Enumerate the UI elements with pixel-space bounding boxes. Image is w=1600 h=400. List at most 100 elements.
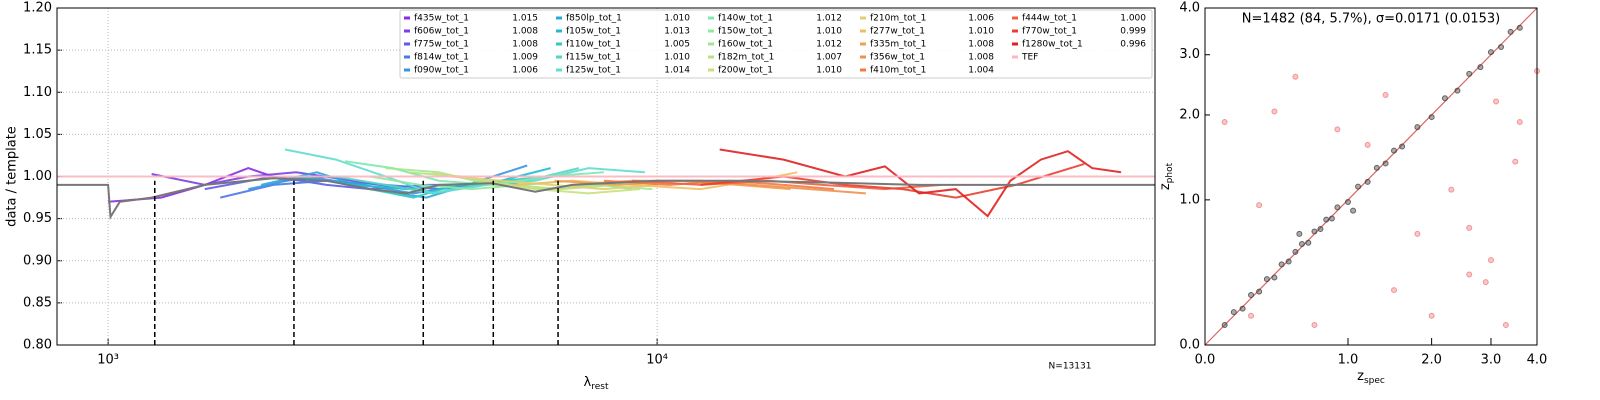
legend-label: f435w_tot_1 — [414, 14, 469, 24]
point — [1311, 322, 1318, 329]
point — [1221, 322, 1228, 329]
legend-value: 1.007 — [816, 53, 842, 63]
y-tick-label: 2.0 — [1179, 107, 1200, 122]
x-tick-label: 0.0 — [1195, 353, 1216, 368]
point — [1256, 288, 1263, 295]
point — [1414, 124, 1421, 131]
legend-value: 0.996 — [1120, 40, 1146, 50]
xlabel-sub: spec — [1364, 376, 1385, 386]
legend-value: 1.012 — [816, 14, 842, 24]
point — [1482, 279, 1489, 286]
legend-label: f150w_tot_1 — [718, 27, 773, 37]
y-tick-label: 0.80 — [23, 338, 52, 353]
point — [1350, 207, 1357, 214]
series-line — [284, 148, 645, 195]
legend-value: 1.006 — [512, 66, 538, 76]
x-tick-label: 4.0 — [1527, 353, 1548, 368]
xlabel-text: zspec — [1357, 369, 1385, 386]
point — [1221, 119, 1228, 126]
point — [1391, 147, 1398, 154]
legend-label: f210m_tot_1 — [870, 14, 926, 24]
y-tick-label: 4.0 — [1179, 1, 1200, 16]
legend-label: f410m_tot_1 — [870, 66, 926, 76]
legend-label: f105w_tot_1 — [566, 27, 621, 37]
point — [1441, 95, 1448, 102]
legend-value: 1.008 — [968, 40, 994, 50]
point — [1414, 230, 1421, 237]
legend-label: f090w_tot_1 — [414, 66, 469, 76]
point — [1466, 271, 1473, 278]
ylabel-text: zphot — [1158, 162, 1175, 190]
point — [1271, 274, 1278, 281]
legend-label: f606w_tot_1 — [414, 27, 469, 37]
frame — [1204, 7, 1538, 346]
point — [1344, 198, 1351, 205]
point — [1334, 126, 1341, 133]
y-tick-label: 1.05 — [23, 127, 52, 142]
point — [1428, 312, 1435, 319]
x-tick-label: 10⁴ — [646, 353, 668, 368]
legend-value: 1.005 — [664, 40, 690, 50]
xlabel: z — [1357, 369, 1364, 384]
point — [1355, 183, 1362, 190]
y-tick-label: 0.90 — [23, 253, 52, 268]
point — [1323, 216, 1330, 223]
legend-value: 1.010 — [664, 14, 690, 24]
y-axis-label: data / template — [5, 126, 20, 227]
point — [1230, 309, 1237, 316]
y-tick-label: 1.20 — [23, 1, 52, 16]
x-tick-label: 3.0 — [1481, 353, 1502, 368]
point — [1296, 230, 1303, 237]
point — [1248, 291, 1255, 298]
point — [1448, 186, 1455, 193]
point — [1263, 276, 1270, 283]
x-tick-label: 2.0 — [1421, 353, 1442, 368]
y-tick-label: 1.15 — [23, 43, 52, 58]
legend-value: 1.009 — [512, 53, 538, 63]
point — [1334, 204, 1341, 211]
point — [1328, 215, 1335, 222]
point — [1298, 240, 1305, 247]
point — [1271, 108, 1278, 115]
point — [1466, 70, 1473, 77]
point — [1364, 141, 1371, 148]
point — [1512, 158, 1519, 165]
legend-label: f850lp_tot_1 — [566, 14, 622, 24]
legend-label: f775w_tot_1 — [414, 40, 469, 50]
point — [1399, 143, 1406, 150]
legend-value: 1.013 — [664, 27, 690, 37]
legend: f435w_tot_1 1.015 f606w_tot_1 1.008 f775w_to… — [399, 9, 1153, 79]
legend-label: f1280w_tot_1 — [1022, 40, 1083, 50]
point — [1305, 239, 1312, 246]
point — [1278, 261, 1285, 268]
point — [1391, 287, 1398, 294]
ylabel-sub: phot — [1165, 162, 1175, 183]
point — [1498, 44, 1505, 51]
point — [1382, 92, 1389, 99]
legend-label: f115w_tot_1 — [566, 53, 621, 63]
point — [1292, 73, 1299, 80]
legend-label: f200w_tot_1 — [718, 66, 773, 76]
legend-value: 1.008 — [968, 53, 994, 63]
point — [1248, 312, 1255, 319]
y-tick-label: 0.95 — [23, 211, 52, 226]
legend-value: 0.999 — [1120, 27, 1146, 37]
point — [1516, 119, 1523, 126]
legend-value: 1.008 — [512, 27, 538, 37]
legend-value: 1.015 — [512, 14, 538, 24]
legend-box — [399, 9, 1153, 79]
point — [1507, 28, 1514, 35]
xlabel: λ — [584, 375, 592, 390]
point — [1292, 248, 1299, 255]
legend-label: TEF — [1021, 53, 1038, 63]
point — [1317, 226, 1324, 233]
point — [1364, 178, 1371, 185]
legend-label: f444w_tot_1 — [1022, 14, 1077, 24]
y-tick-label: 0.0 — [1179, 338, 1200, 353]
legend-value: 1.008 — [512, 40, 538, 50]
legend-value: 1.006 — [968, 14, 994, 24]
y-tick-label: 3.0 — [1179, 47, 1200, 62]
legend-label: f160w_tot_1 — [718, 40, 773, 50]
legend-value: 1.010 — [968, 27, 994, 37]
point — [1502, 322, 1509, 329]
